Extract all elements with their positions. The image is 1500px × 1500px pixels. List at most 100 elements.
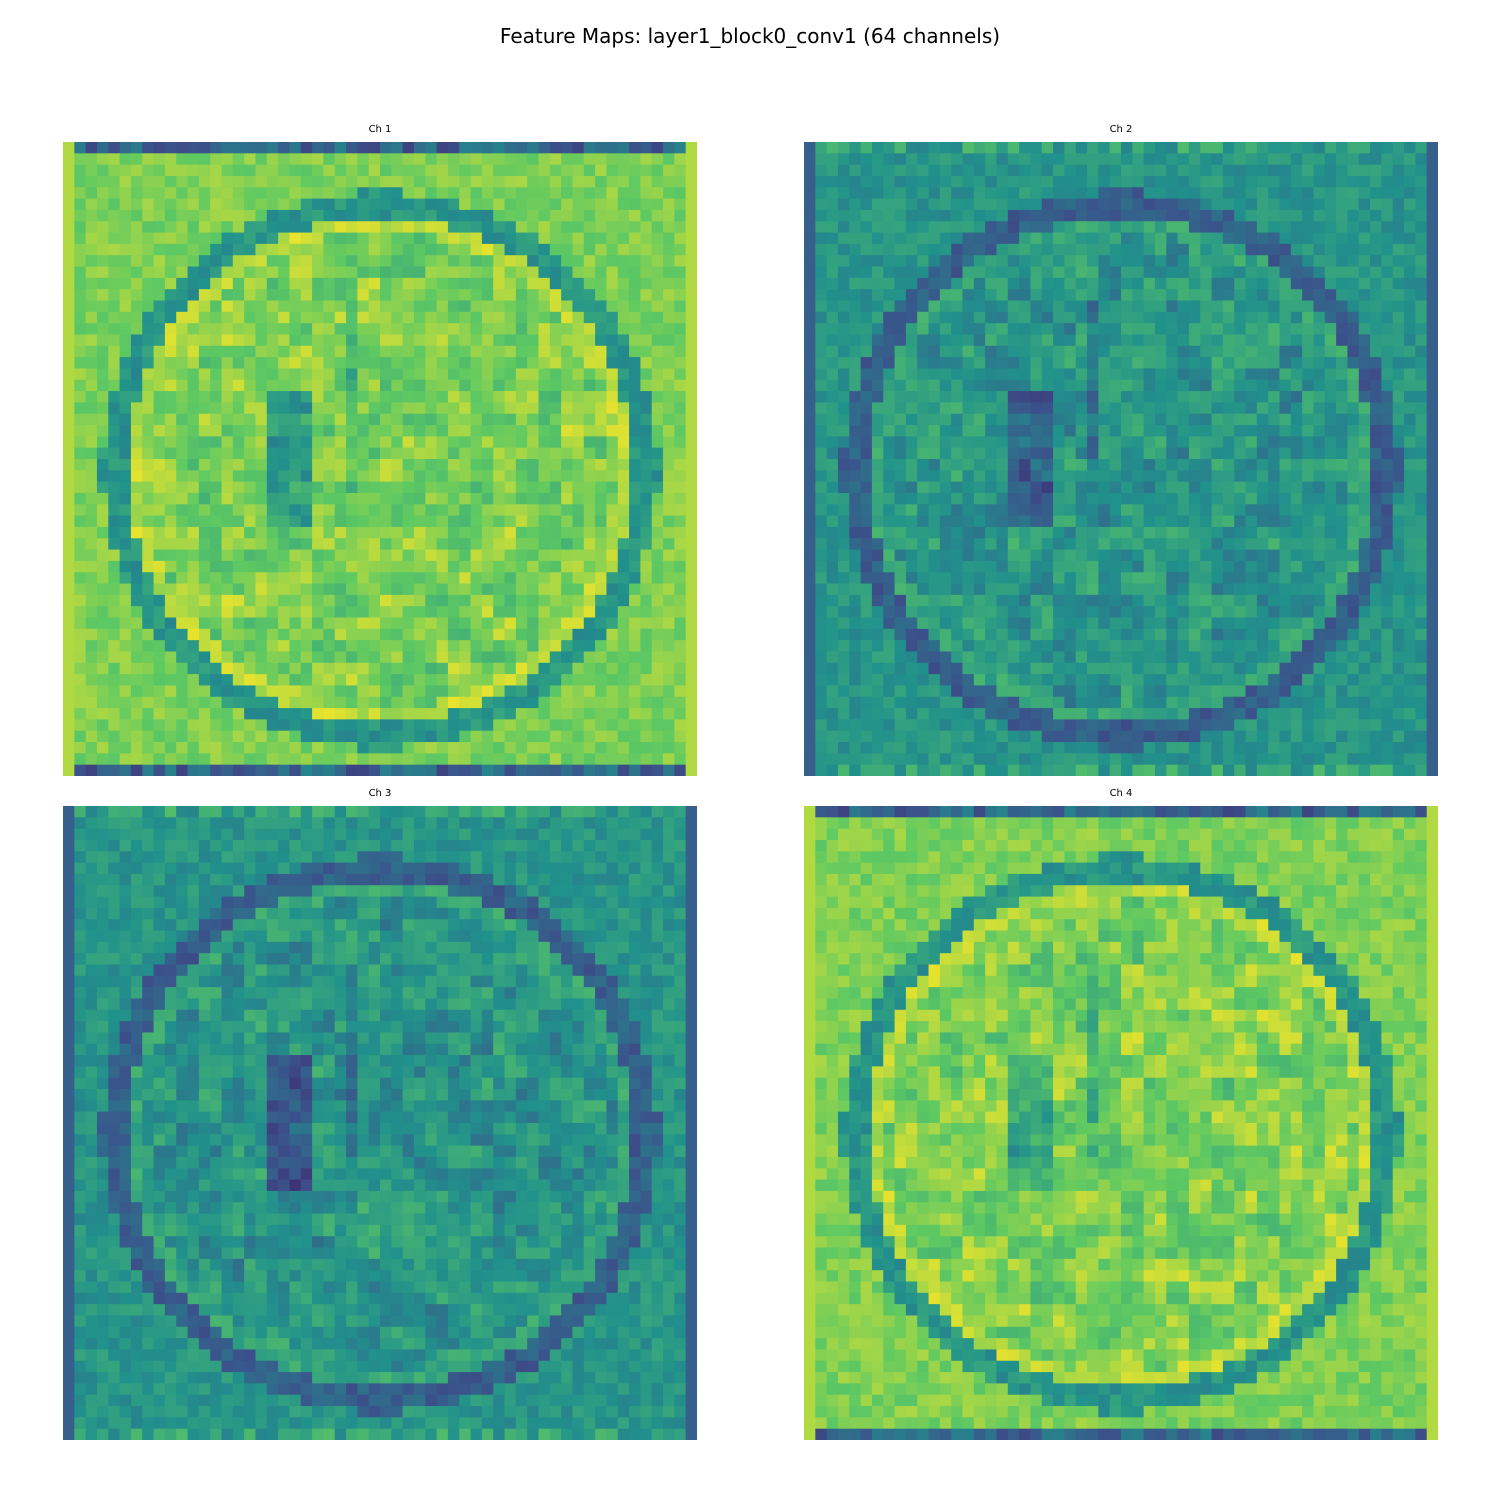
heatmap-cell [674, 447, 687, 460]
heatmap-cell [527, 221, 540, 234]
heatmap-cell [804, 345, 816, 358]
heatmap-cell [323, 277, 336, 290]
heatmap-cell [685, 617, 697, 630]
heatmap-cell [1358, 504, 1371, 517]
heatmap-cell [815, 402, 828, 415]
heatmap-cell [1404, 289, 1416, 302]
heatmap-cell [804, 323, 816, 336]
heatmap-cell [153, 357, 166, 370]
heatmap-cell [538, 481, 551, 494]
heatmap-cell [323, 742, 336, 754]
heatmap-cell [1392, 425, 1405, 437]
heatmap-cell [685, 436, 697, 449]
heatmap-cell [1222, 425, 1235, 437]
heatmap-cell [391, 153, 404, 166]
heatmap-cell [538, 526, 551, 539]
heatmap-cell [346, 345, 358, 358]
heatmap-cell [255, 492, 268, 505]
heatmap-cell [538, 345, 551, 358]
heatmap-cell [939, 323, 952, 336]
heatmap-cell [939, 209, 952, 222]
heatmap-cell [198, 572, 211, 585]
heatmap-cell [504, 504, 517, 517]
heatmap-cell [232, 515, 245, 528]
heatmap-cell [164, 391, 177, 403]
heatmap-cell [640, 526, 653, 539]
heatmap-cell [674, 300, 687, 313]
heatmap-cell [1098, 187, 1111, 200]
heatmap-cell [1336, 447, 1349, 460]
heatmap-cell [255, 436, 268, 449]
heatmap-cell [447, 391, 460, 403]
heatmap-cell [470, 640, 483, 653]
heatmap-cell [1370, 142, 1382, 154]
heatmap-cell [334, 742, 347, 754]
heatmap-cell [1064, 459, 1077, 471]
heatmap-cell [1290, 255, 1303, 268]
heatmap-cell [153, 153, 166, 166]
heatmap-cell [1404, 198, 1416, 211]
heatmap-cell [85, 334, 98, 347]
heatmap-cell [198, 357, 211, 370]
heatmap-cell [255, 606, 268, 619]
heatmap-cell [266, 538, 279, 551]
heatmap-cell [244, 221, 257, 234]
heatmap-cell [1019, 175, 1032, 188]
heatmap-cell [527, 742, 540, 754]
heatmap-cell [1245, 266, 1258, 279]
heatmap-cell [108, 583, 121, 596]
heatmap-cell [413, 164, 426, 177]
heatmap-cell [871, 153, 884, 166]
heatmap-cell [119, 153, 132, 166]
heatmap-cell [402, 187, 415, 200]
heatmap-cell [1234, 436, 1247, 449]
heatmap-cell [402, 594, 415, 607]
heatmap-cell [300, 538, 313, 551]
heatmap-cell [1336, 334, 1349, 347]
heatmap-cell [323, 560, 336, 573]
heatmap-cell [357, 164, 370, 177]
heatmap-cell [1234, 470, 1247, 483]
heatmap-cell [595, 209, 608, 222]
heatmap-cell [1211, 311, 1224, 324]
heatmap-cell [1290, 266, 1303, 279]
heatmap-cell [436, 617, 449, 630]
heatmap-cell [289, 492, 302, 505]
heatmap-cell [108, 560, 121, 573]
heatmap-cell [1404, 459, 1416, 471]
heatmap-cell [1415, 391, 1428, 403]
heatmap-cell [572, 277, 585, 290]
heatmap-cell [232, 651, 245, 664]
heatmap-cell [973, 436, 986, 449]
heatmap-cell [380, 753, 392, 766]
heatmap-cell [617, 526, 630, 539]
heatmap-cell [1030, 175, 1043, 188]
heatmap-cell [1188, 391, 1201, 403]
heatmap-cell [380, 311, 392, 324]
heatmap-cell [1087, 391, 1099, 403]
heatmap-cell [1166, 232, 1179, 245]
heatmap-cell [493, 187, 506, 200]
heatmap-cell [515, 323, 528, 336]
heatmap-cell [685, 311, 697, 324]
heatmap-cell [849, 379, 862, 392]
heatmap-cell [164, 492, 177, 505]
heatmap-cell [1358, 402, 1371, 415]
heatmap-cell [504, 345, 517, 358]
heatmap-cell [1177, 357, 1190, 370]
heatmap-cell [894, 459, 907, 471]
heatmap-cell [266, 289, 279, 302]
heatmap-cell [244, 504, 257, 517]
heatmap-cell [905, 436, 918, 449]
heatmap-cell [493, 696, 506, 709]
heatmap-cell [300, 187, 313, 200]
heatmap-cell [447, 549, 460, 562]
heatmap-cell [595, 640, 608, 653]
heatmap-cell [210, 368, 223, 381]
heatmap-cell [1041, 357, 1054, 370]
heatmap-cell [470, 708, 483, 720]
heatmap-cell [413, 277, 426, 290]
heatmap-cell [232, 628, 245, 641]
heatmap-cell [640, 730, 653, 743]
heatmap-cell [617, 640, 630, 653]
